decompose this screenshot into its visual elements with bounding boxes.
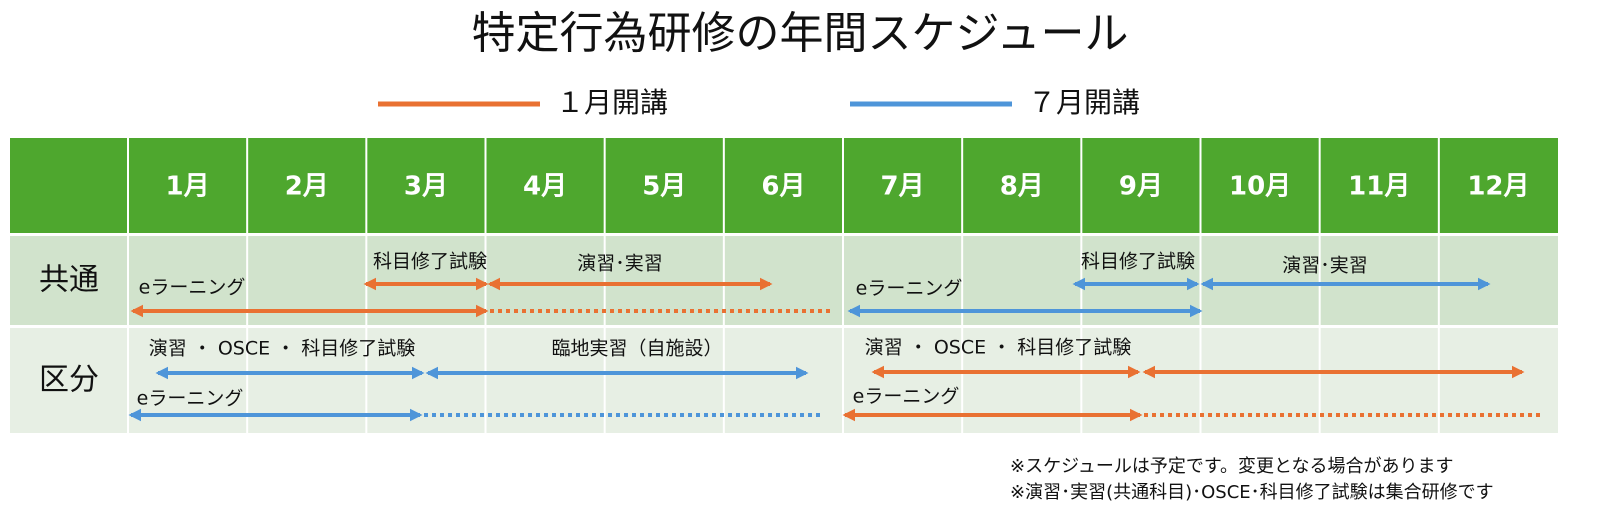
row-label: 区分 <box>39 363 99 398</box>
item-label: eラーニング <box>856 278 963 300</box>
month-header: 4月 <box>523 172 567 202</box>
title: 特定行為研修の年間スケジュール <box>472 8 1129 59</box>
month-header: 2月 <box>285 172 329 202</box>
month-header: 7月 <box>881 172 925 202</box>
item-label: 演習 ・ OSCE ・ 科目修了試験 <box>865 337 1131 359</box>
item-label: 演習･実習 <box>577 253 663 275</box>
month-header: 1月 <box>166 172 210 202</box>
month-header: 11月 <box>1348 172 1410 202</box>
item-label: eラーニング <box>137 388 244 410</box>
header-row <box>10 138 1558 233</box>
note: ※演習･実習(共通科目)･OSCE･科目修了試験は集合研修です <box>1010 482 1494 503</box>
month-header: 5月 <box>642 172 686 202</box>
legend-label: ７月開講 <box>1028 86 1140 119</box>
item-label: eラーニング <box>139 277 246 299</box>
month-header: 6月 <box>761 172 805 202</box>
month-header: 9月 <box>1119 172 1163 202</box>
row-label: 共通 <box>39 263 99 298</box>
month-header: 3月 <box>404 172 448 202</box>
item-label: 演習 ・ OSCE ・ 科目修了試験 <box>149 338 415 360</box>
month-header: 8月 <box>1000 172 1044 202</box>
month-header: 12月 <box>1467 172 1529 202</box>
item-label: 臨地実習（自施設） <box>551 338 722 360</box>
month-header: 10月 <box>1229 172 1291 202</box>
item-label: 科目修了試験 <box>373 251 487 273</box>
item-label: eラーニング <box>853 386 960 408</box>
item-label: 演習･実習 <box>1282 255 1368 277</box>
item-label: 科目修了試験 <box>1081 251 1195 273</box>
legend-label: １月開講 <box>556 86 668 119</box>
note: ※スケジュールは予定です。変更となる場合があります <box>1010 456 1453 477</box>
